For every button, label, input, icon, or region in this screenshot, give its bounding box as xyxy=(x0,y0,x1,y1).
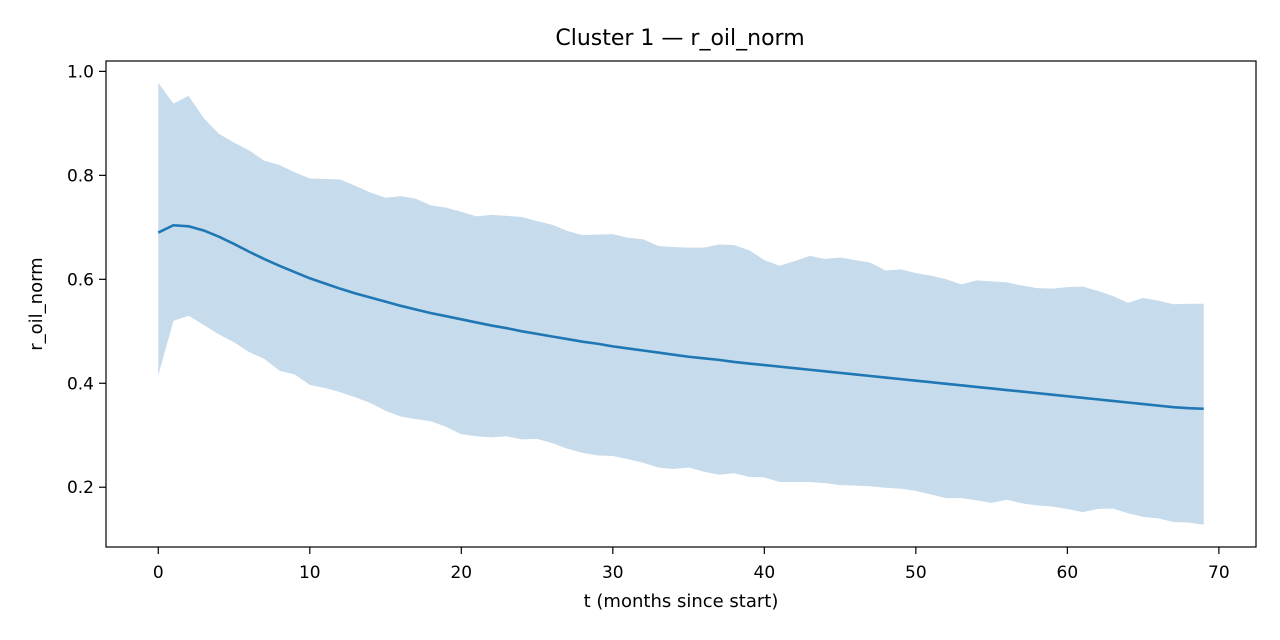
axes-frame xyxy=(105,60,1257,548)
y-tick-label: 0.4 xyxy=(67,374,94,394)
x-tick-label: 30 xyxy=(602,563,624,583)
std-band xyxy=(158,82,1204,525)
x-tick-label: 70 xyxy=(1208,563,1230,583)
x-tick-label: 50 xyxy=(905,563,927,583)
y-axis-label: r_oil_norm xyxy=(26,257,47,350)
y-tick-label: 0.2 xyxy=(67,478,94,498)
y-tick-label: 0.6 xyxy=(67,270,94,290)
y-tick-label: 1.0 xyxy=(67,62,94,82)
x-tick-label: 0 xyxy=(153,563,164,583)
plot-area xyxy=(157,82,1204,525)
x-tick-label: 10 xyxy=(299,563,321,583)
y-tick-label: 0.8 xyxy=(67,166,94,186)
y-axis: 0.2 0.4 0.6 0.8 1.0 xyxy=(67,62,106,498)
mean-line xyxy=(157,223,1204,411)
chart-title: Cluster 1 — r_oil_norm xyxy=(555,26,804,51)
x-tick-label: 40 xyxy=(754,563,776,583)
x-tick-label: 60 xyxy=(1057,563,1079,583)
x-axis-label: t (months since start) xyxy=(584,591,779,612)
x-tick-label: 20 xyxy=(450,563,472,583)
x-axis: 0 10 20 30 40 50 60 70 xyxy=(153,547,1230,583)
